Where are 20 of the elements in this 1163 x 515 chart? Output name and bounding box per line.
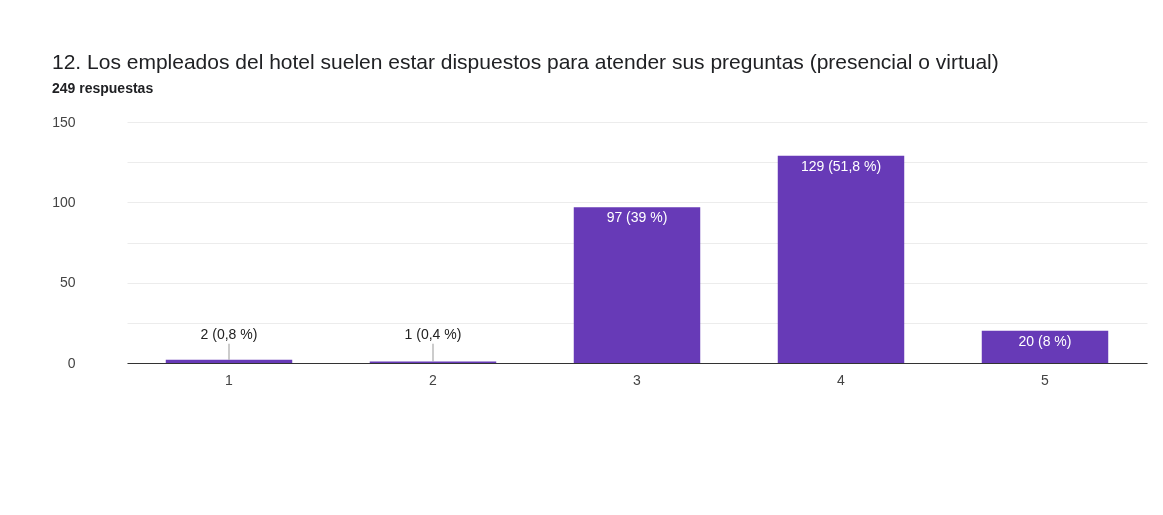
bar — [777, 155, 905, 363]
data-label: 20 (8 %) — [1018, 332, 1072, 349]
data-label: 97 (39 %) — [606, 209, 668, 226]
x-tick-label: 3 — [633, 371, 642, 388]
y-tick-label: 150 — [52, 113, 76, 130]
y-tick-label: 100 — [52, 193, 76, 210]
chart-subtitle: 249 respuestas — [52, 80, 155, 96]
data-label: 2 (0,8 %) — [200, 325, 258, 342]
bar — [165, 359, 293, 363]
x-tick-label: 2 — [429, 371, 438, 388]
x-tick-label: 4 — [837, 371, 846, 388]
data-label: 1 (0,4 %) — [404, 325, 462, 342]
y-tick-label: 50 — [59, 274, 76, 291]
data-label: 129 (51,8 %) — [800, 157, 882, 174]
x-tick-label: 1 — [225, 371, 234, 388]
x-tick-label: 5 — [1041, 371, 1050, 388]
y-tick-label: 0 — [67, 354, 76, 371]
chart-title: 12. Los empleados del hotel suelen estar dispuestos para atender sus preguntas (presencial o virtual) — [52, 49, 1000, 75]
bar — [981, 330, 1109, 363]
bar — [573, 207, 701, 363]
